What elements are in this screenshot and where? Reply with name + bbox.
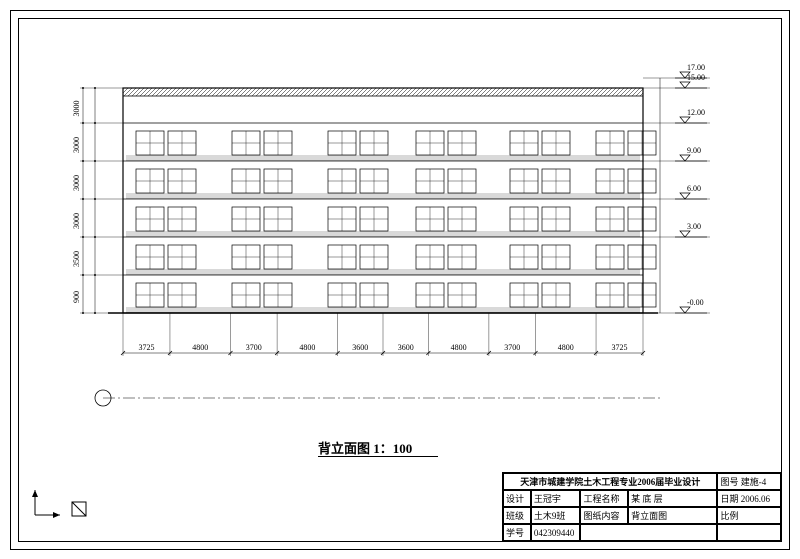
svg-text:3000: 3000 xyxy=(72,175,81,191)
svg-text:6.00: 6.00 xyxy=(687,184,701,193)
svg-text:3600: 3600 xyxy=(352,343,368,352)
sheet-no-label: 图号 xyxy=(720,475,738,488)
svg-text:3.00: 3.00 xyxy=(687,222,701,231)
svg-text:3725: 3725 xyxy=(138,343,154,352)
blank-cell-2 xyxy=(717,524,781,541)
project-value: 某 底 层 xyxy=(628,490,717,507)
svg-text:-0.00: -0.00 xyxy=(687,298,704,307)
svg-text:3500: 3500 xyxy=(72,251,81,267)
svg-text:15.00: 15.00 xyxy=(687,73,705,82)
title-block: 天津市城建学院土木工程专业2006届毕业设计 图号 建施-4 设计 王冠宇 工程… xyxy=(502,472,782,542)
svg-text:4800: 4800 xyxy=(192,343,208,352)
drawing-canvas: 3000 3000 3000 3000 3500 900 17.0015.00 12.00 9.… xyxy=(18,18,782,542)
ucs-icon xyxy=(30,485,70,525)
design-value: 王冠宇 xyxy=(531,490,581,507)
svg-text:3000: 3000 xyxy=(72,213,81,229)
project-label: 工程名称 xyxy=(580,490,628,507)
svg-text:3725: 3725 xyxy=(612,343,628,352)
class-label: 班级 xyxy=(503,507,531,524)
svg-text:4800: 4800 xyxy=(299,343,315,352)
content-label: 图纸内容 xyxy=(580,507,628,524)
svg-text:3700: 3700 xyxy=(246,343,262,352)
svg-text:12.00: 12.00 xyxy=(687,108,705,117)
svg-text:4800: 4800 xyxy=(558,343,574,352)
drawing-title: 背立面图 1：100 xyxy=(318,438,412,457)
header-cell: 天津市城建学院土木工程专业2006届毕业设计 xyxy=(503,473,717,490)
svg-text:3000: 3000 xyxy=(72,101,81,117)
svg-text:900: 900 xyxy=(72,291,81,303)
date-value: 2006.06 xyxy=(741,494,770,504)
blank-cell xyxy=(580,524,717,541)
svg-text:3000: 3000 xyxy=(72,137,81,153)
id-label: 学号 xyxy=(503,524,531,541)
svg-text:3600: 3600 xyxy=(398,343,414,352)
sheet-cell-1: 图号 建施-4 xyxy=(717,473,781,490)
content-value: 背立面图 xyxy=(628,507,717,524)
ratio-cell: 比例 xyxy=(717,507,781,524)
design-label: 设计 xyxy=(503,490,531,507)
id-value: 042309440 xyxy=(531,524,581,541)
svg-text:3700: 3700 xyxy=(504,343,520,352)
svg-text:17.00: 17.00 xyxy=(687,63,705,72)
svg-text:9.00: 9.00 xyxy=(687,146,701,155)
date-label: 日期 xyxy=(720,492,738,505)
svg-text:4800: 4800 xyxy=(451,343,467,352)
title-underline xyxy=(318,456,438,457)
class-value: 土木9班 xyxy=(531,507,581,524)
sheet-cell-2: 日期 2006.06 xyxy=(717,490,781,507)
sheet-no-value: 建施-4 xyxy=(741,475,767,488)
corner-box-icon xyxy=(70,500,90,520)
elevation-drawing: 3000 3000 3000 3000 3500 900 17.0015.00 12.00 9.… xyxy=(18,18,782,542)
